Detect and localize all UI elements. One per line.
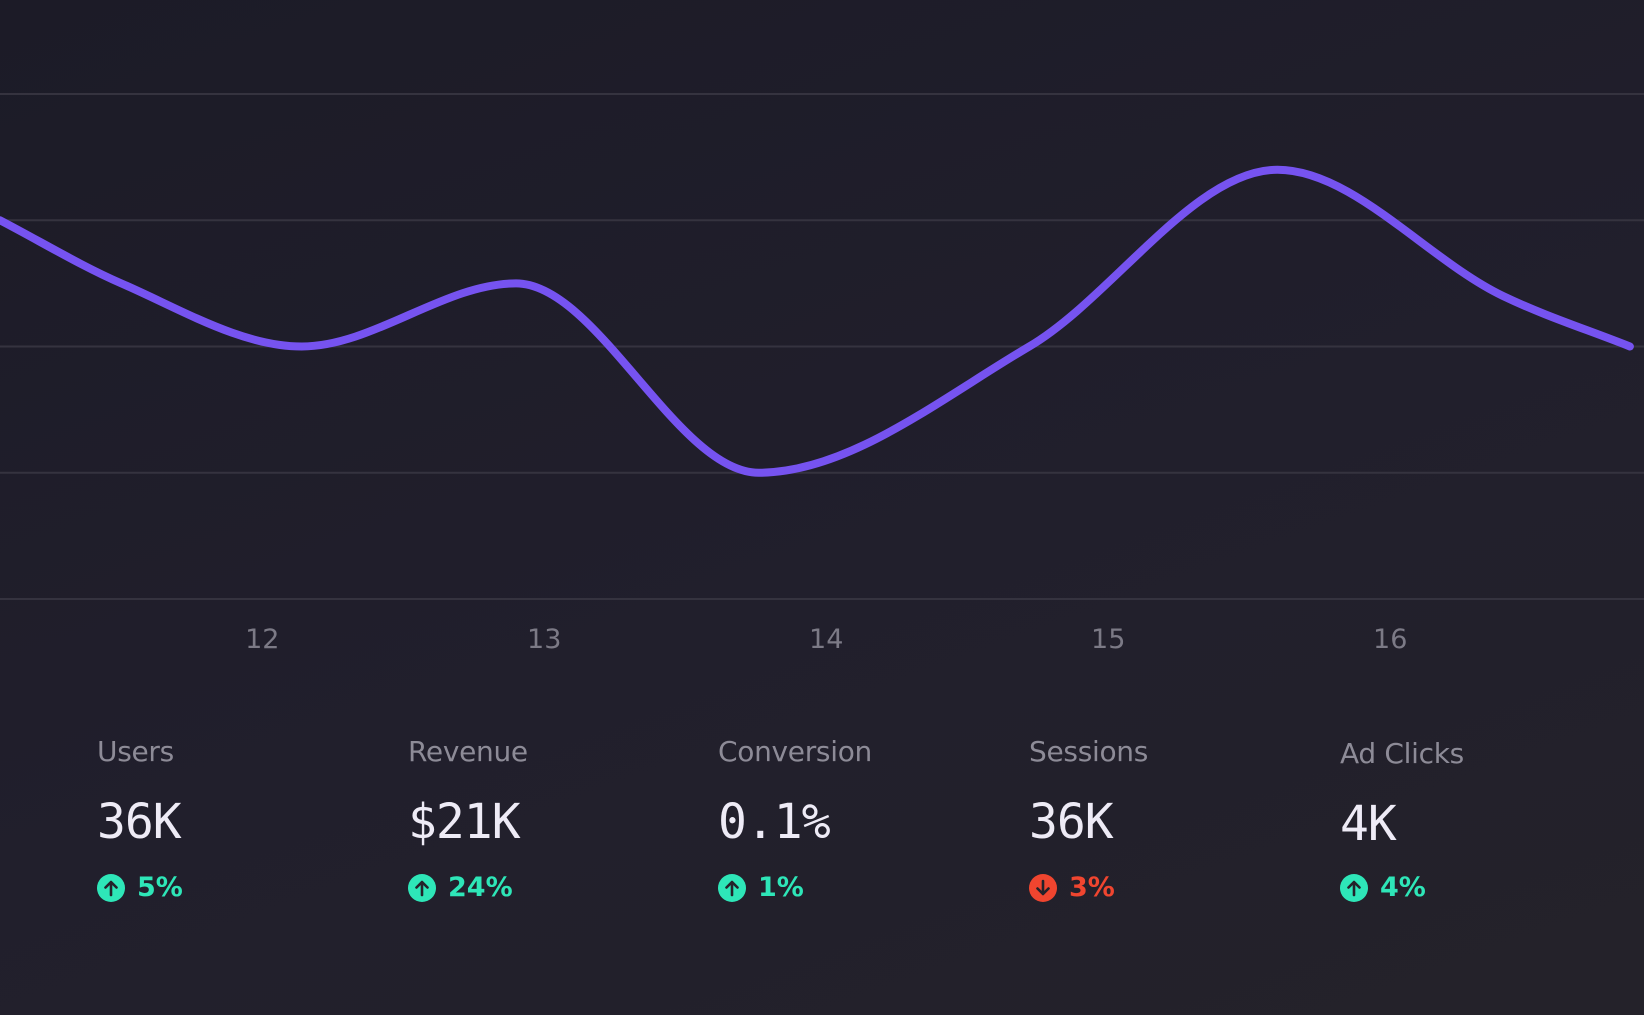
x-tick-label: 12 — [245, 624, 279, 655]
stat-change-value: 5% — [137, 872, 183, 903]
arrow-up-circle-icon — [1340, 873, 1368, 902]
stat-change-value: 4% — [1380, 872, 1426, 903]
x-tick-label: 14 — [809, 624, 843, 655]
x-tick-label: 16 — [1373, 624, 1407, 655]
x-tick-label: 13 — [527, 624, 561, 655]
grid-lines — [0, 93, 1644, 600]
stat-label: Revenue — [408, 735, 528, 768]
stat-label: Ad Clicks — [1340, 737, 1464, 770]
stat-revenue: Revenue $21K 24% — [408, 735, 708, 903]
stat-value: $21K — [408, 794, 521, 850]
stat-users: Users 36K 5% — [97, 735, 397, 903]
stat-change: 1% — [718, 872, 1018, 903]
stat-label: Users — [97, 735, 174, 768]
stat-label: Sessions — [1029, 735, 1149, 768]
arrow-down-circle-icon — [1029, 873, 1057, 902]
stat-change-value: 1% — [758, 872, 804, 903]
stat-change-value: 3% — [1069, 872, 1115, 903]
stat-value: 0.1% — [718, 794, 831, 850]
stat-sessions: Sessions 36K 3% — [1029, 735, 1329, 903]
stat-change: 5% — [97, 872, 397, 903]
stat-value: 4K — [1340, 796, 1397, 852]
stat-conversion: Conversion 0.1% 1% — [718, 735, 1018, 903]
stats-row: Users 36K 5% Revenue $21K 24% Conversion… — [0, 735, 1644, 955]
stat-label: Conversion — [718, 735, 872, 768]
x-tick-label: 15 — [1091, 624, 1125, 655]
x-axis-ticks: 12 13 14 15 16 — [245, 624, 1407, 655]
stat-ad-clicks: Ad Clicks 4K 4% — [1340, 737, 1640, 903]
arrow-up-circle-icon — [97, 873, 125, 902]
series-line-group — [0, 165, 1634, 477]
stat-value: 36K — [97, 794, 182, 850]
arrow-up-circle-icon — [718, 873, 746, 902]
stat-value: 36K — [1029, 794, 1114, 850]
series-line — [0, 165, 1634, 477]
arrow-up-circle-icon — [408, 873, 436, 902]
stat-change: 3% — [1029, 872, 1329, 903]
stat-change: 4% — [1340, 872, 1640, 903]
line-chart: 12 13 14 15 16 — [0, 93, 1644, 655]
stat-change-value: 24% — [448, 872, 513, 903]
stat-change: 24% — [408, 872, 708, 903]
